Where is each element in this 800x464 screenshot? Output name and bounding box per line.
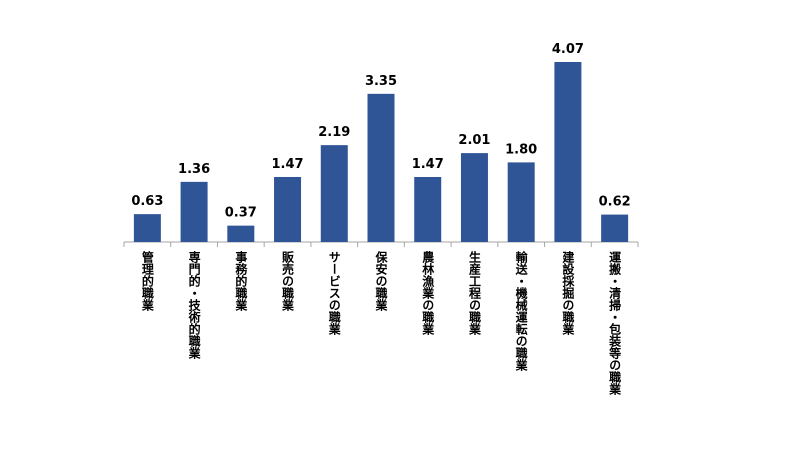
value-label: 1.36	[178, 162, 210, 177]
bar	[133, 214, 161, 242]
x-tick-label: サービスの職業	[327, 251, 341, 336]
value-label: 0.62	[599, 195, 631, 210]
bar	[601, 214, 629, 242]
value-label: 4.07	[552, 42, 584, 57]
x-tick-label: 農林漁業の職業	[421, 250, 435, 336]
x-tick-label: 販売の職業	[281, 250, 295, 312]
bar	[367, 93, 395, 243]
x-tick-label: 事務的職業	[234, 250, 248, 312]
bar	[554, 62, 582, 242]
value-label: 2.19	[318, 125, 350, 140]
value-label: 0.37	[225, 206, 257, 221]
bar	[414, 176, 442, 242]
value-label: 1.80	[505, 142, 537, 157]
x-tick-label: 建設採掘の職業	[561, 250, 575, 336]
value-label: 1.47	[412, 157, 444, 172]
value-label: 3.35	[365, 74, 397, 89]
value-label: 1.47	[272, 157, 304, 172]
bar	[180, 181, 208, 242]
x-tick-label: 生産工程の職業	[467, 250, 481, 336]
bar	[274, 176, 302, 242]
x-tick-label: 専門的・技術的職業	[187, 250, 201, 360]
bar	[460, 153, 488, 242]
x-tick-label: 輸送・機械運転の職業	[514, 250, 528, 372]
bar	[227, 225, 255, 242]
bar	[320, 145, 348, 242]
value-label: 2.01	[458, 133, 490, 148]
x-tick-label: 保安の職業	[374, 250, 388, 312]
value-label: 0.63	[131, 194, 163, 209]
bar	[507, 162, 535, 242]
x-tick-label: 運搬・清掃・包装等の職業	[608, 251, 622, 396]
x-tick-label: 管理的職業	[140, 250, 154, 312]
